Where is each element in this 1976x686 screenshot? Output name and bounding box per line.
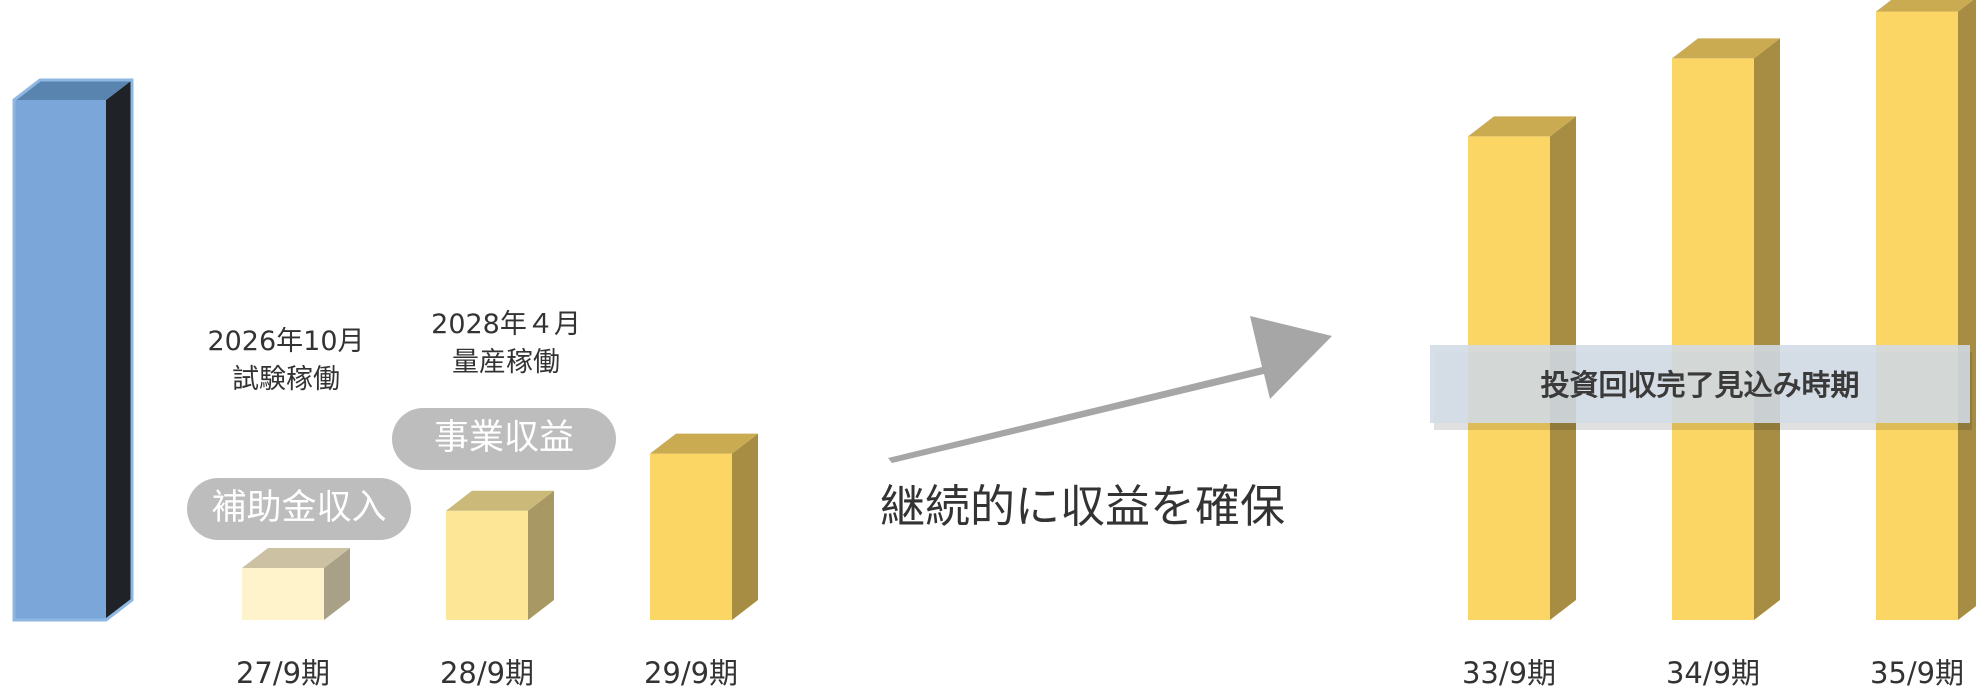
x-tick-label-6: 34/9期 xyxy=(1666,656,1760,686)
revenue-pill-label: 事業収益 xyxy=(434,418,574,458)
x-tick-label-2: 27/9期 xyxy=(236,656,330,686)
milestone-2: 2028年４月 量産稼働 xyxy=(431,309,581,378)
x-tick-label-4: 29/9期 xyxy=(644,656,738,686)
bar-3-side xyxy=(528,490,554,620)
bar-6-side xyxy=(1754,38,1780,620)
subsidy-pill: 補助金収入 xyxy=(187,478,411,540)
bar-2-front xyxy=(242,568,324,620)
payback-label: 投資回収完了見込み時期 xyxy=(1540,368,1859,402)
bar-4-side xyxy=(732,433,758,620)
milestone-1-event: 試験稼働 xyxy=(232,364,340,395)
milestone-1: 2026年10月 試験稼働 xyxy=(207,326,364,395)
payback-banner: 投資回収完了見込み時期 xyxy=(1430,345,1972,430)
bar-6 xyxy=(1672,38,1780,620)
bar-7-top xyxy=(1876,0,1974,12)
bar-7-side xyxy=(1958,0,1976,620)
revenue-pill: 事業収益 xyxy=(392,408,616,470)
bar-4-front xyxy=(650,453,732,620)
arrow-text: 継続的に収益を確保 xyxy=(880,480,1285,533)
bar-5-top xyxy=(1468,116,1576,137)
bar-2-side xyxy=(324,548,350,620)
bar-1-top xyxy=(14,80,132,100)
x-tick-label-3: 28/9期 xyxy=(440,656,534,686)
milestone-2-event: 量産稼働 xyxy=(452,347,560,378)
x-tick-label-7: 35/9期 xyxy=(1870,656,1964,686)
bar-6-top xyxy=(1672,38,1780,59)
x-tick-label-5: 33/9期 xyxy=(1462,656,1556,686)
bar-7-front xyxy=(1876,11,1958,621)
bar-3 xyxy=(446,490,554,620)
bar-1-front xyxy=(14,100,106,620)
bar-1-outline xyxy=(12,78,134,622)
bar-1 xyxy=(12,78,134,622)
bar-4 xyxy=(650,433,758,620)
bar-6-front xyxy=(1672,58,1754,620)
bar-2-top xyxy=(242,548,350,568)
bar-4-top xyxy=(650,433,758,454)
bar-7 xyxy=(1876,0,1976,621)
milestone-1-date: 2026年10月 xyxy=(207,326,364,357)
growth-arrow xyxy=(888,316,1332,463)
milestone-2-date: 2028年４月 xyxy=(431,309,581,340)
bar-3-top xyxy=(446,490,554,511)
bar-2 xyxy=(242,548,350,620)
bar-1-side xyxy=(106,80,132,620)
bar-3-front xyxy=(446,510,528,620)
subsidy-pill-label: 補助金収入 xyxy=(211,488,386,528)
